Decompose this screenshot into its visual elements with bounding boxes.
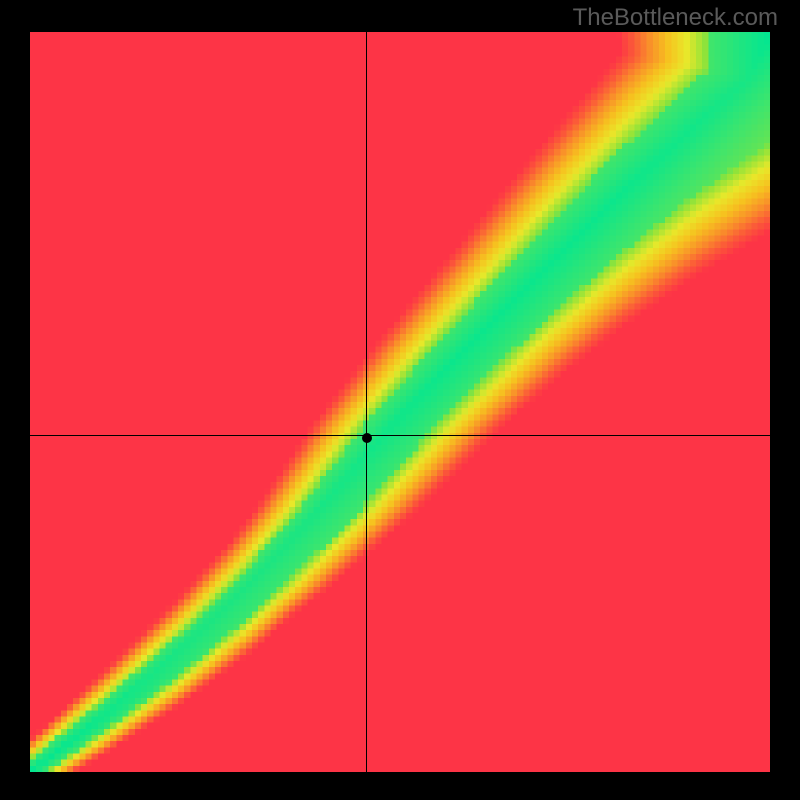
crosshair-horizontal xyxy=(30,435,770,436)
chart-container: { "watermark": { "text": "TheBottleneck.… xyxy=(0,0,800,800)
bottleneck-heatmap xyxy=(30,32,770,772)
crosshair-vertical xyxy=(366,32,367,772)
data-point-marker xyxy=(362,433,372,443)
watermark-text: TheBottleneck.com xyxy=(573,4,778,32)
